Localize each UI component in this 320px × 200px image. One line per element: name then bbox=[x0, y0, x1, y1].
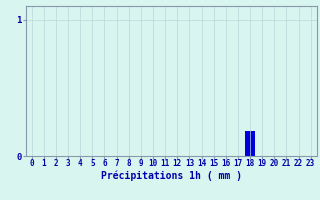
Bar bbox=[245, 131, 255, 156]
X-axis label: Précipitations 1h ( mm ): Précipitations 1h ( mm ) bbox=[101, 171, 242, 181]
